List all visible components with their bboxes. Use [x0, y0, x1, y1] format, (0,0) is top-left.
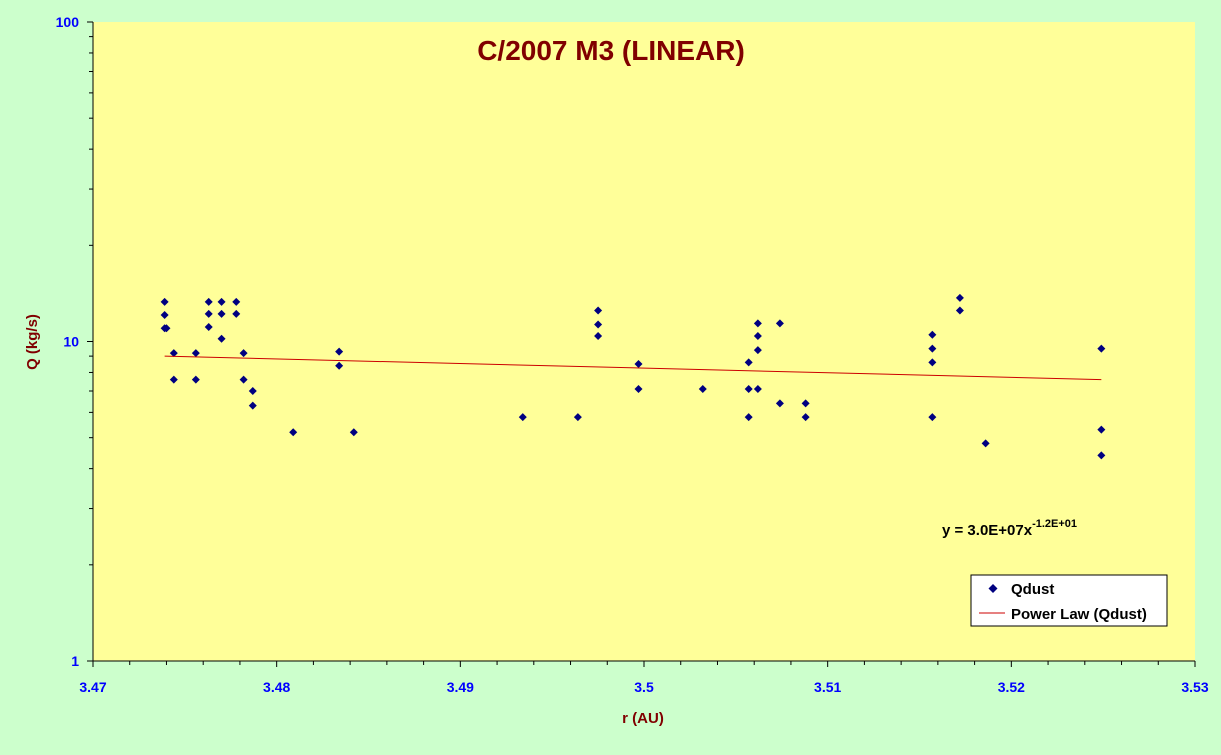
x-axis-title: r (AU)	[622, 710, 664, 727]
data-point-marker	[248, 401, 257, 410]
data-point-marker	[573, 413, 582, 422]
data-point-marker	[698, 385, 707, 394]
data-point-marker	[204, 323, 213, 332]
data-point-marker	[634, 385, 643, 394]
y-axis-title: Q (kg/s)	[24, 314, 41, 370]
y-axis-ticks: 1 10 100	[56, 14, 93, 669]
x-tick-label: 3.51	[814, 679, 841, 695]
data-point-marker	[594, 320, 603, 329]
data-point-marker	[232, 297, 241, 306]
x-tick-label: 3.48	[263, 679, 290, 695]
data-point-marker	[191, 349, 200, 358]
data-point-marker	[1097, 451, 1106, 460]
data-point-marker	[335, 347, 344, 356]
data-point-marker	[160, 311, 169, 320]
legend-label-power-law: Power Law (Qdust)	[1011, 606, 1147, 623]
data-point-marker	[160, 297, 169, 306]
equation-exponent: -1.2E+01	[1032, 518, 1077, 530]
data-point-marker	[775, 399, 784, 408]
data-point-marker	[594, 306, 603, 315]
data-point-marker	[162, 324, 171, 333]
data-point-marker	[928, 413, 937, 422]
equation-base: y = 3.0E+07x	[942, 522, 1033, 539]
x-tick-label: 3.52	[998, 679, 1025, 695]
legend-label-qdust: Qdust	[1011, 581, 1054, 598]
data-point-marker	[349, 428, 358, 437]
data-point-marker	[204, 309, 213, 318]
data-point-marker	[191, 375, 200, 384]
data-point-marker	[239, 349, 248, 358]
data-point-marker	[335, 361, 344, 370]
data-point-marker	[232, 309, 241, 318]
data-point-marker	[753, 332, 762, 341]
data-point-marker	[775, 319, 784, 328]
data-point-marker	[1097, 425, 1106, 434]
power-law-trendline	[164, 355, 1102, 381]
data-point-marker	[744, 358, 753, 367]
data-point-marker	[981, 439, 990, 448]
data-point-marker	[801, 399, 810, 408]
data-point-marker	[169, 375, 178, 384]
data-point-marker	[744, 413, 753, 422]
data-point-marker	[955, 293, 964, 302]
data-point-marker	[753, 346, 762, 355]
x-tick-label: 3.47	[79, 679, 106, 695]
x-axis-ticks: 3.47 3.48 3.49 3.5 3.51 3.52 3.53	[79, 661, 1209, 695]
data-point-marker	[594, 332, 603, 341]
data-point-marker	[744, 385, 753, 394]
plot-area	[93, 22, 1195, 661]
x-tick-label: 3.5	[634, 679, 654, 695]
data-point-marker	[169, 349, 178, 358]
x-tick-label: 3.49	[447, 679, 474, 695]
y-tick-label: 1	[71, 653, 79, 669]
legend-diamond-marker	[988, 584, 998, 593]
y-tick-label: 10	[63, 334, 79, 350]
data-point-marker	[928, 344, 937, 353]
data-point-marker	[753, 385, 762, 394]
legend: Qdust Power Law (Qdust)	[970, 574, 1168, 627]
data-point-marker	[753, 319, 762, 328]
data-point-marker	[248, 386, 257, 395]
data-point-marker	[217, 297, 226, 306]
data-point-marker	[1097, 344, 1106, 353]
data-markers	[160, 293, 1106, 460]
data-point-marker	[634, 360, 643, 369]
data-point-marker	[928, 358, 937, 367]
data-point-marker	[801, 413, 810, 422]
data-point-marker	[928, 330, 937, 339]
trendline-group	[164, 355, 1102, 381]
data-point-marker	[289, 428, 298, 437]
data-point-marker	[217, 334, 226, 343]
data-point-marker	[518, 413, 527, 422]
y-tick-label: 100	[56, 14, 80, 30]
data-point-marker	[955, 306, 964, 315]
chart-title: C/2007 M3 (LINEAR)	[477, 35, 745, 66]
trendline-equation: y = 3.0E+07x-1.2E+01	[942, 518, 1077, 539]
data-point-marker	[217, 309, 226, 318]
data-point-marker	[204, 297, 213, 306]
x-tick-label: 3.53	[1181, 679, 1208, 695]
data-point-marker	[239, 375, 248, 384]
legend-box	[970, 574, 1168, 627]
